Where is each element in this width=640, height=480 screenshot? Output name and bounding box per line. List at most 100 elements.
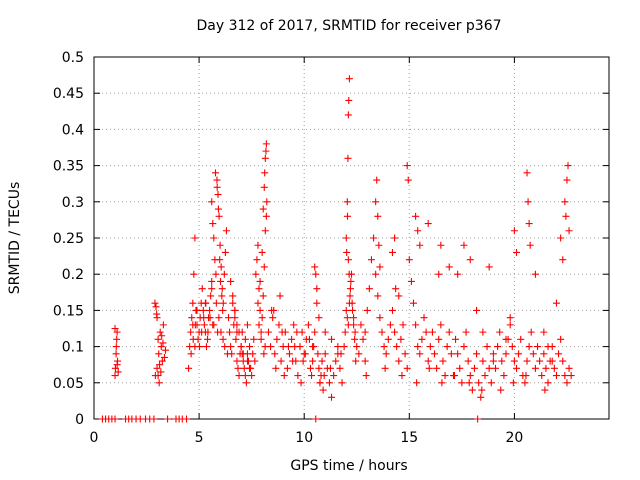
- data-point: [382, 350, 390, 358]
- data-point: [262, 212, 270, 220]
- data-point: [154, 335, 162, 343]
- data-point: [375, 241, 383, 249]
- data-point: [414, 227, 422, 235]
- data-point: [555, 350, 563, 358]
- data-point: [550, 364, 558, 372]
- data-point: [114, 368, 122, 376]
- data-point: [254, 299, 262, 307]
- data-point: [262, 147, 270, 155]
- data-point: [376, 314, 384, 322]
- data-point: [374, 292, 382, 300]
- y-tick-label: 0.45: [53, 86, 84, 102]
- data-point: [500, 372, 508, 380]
- data-point: [212, 270, 220, 278]
- data-point: [313, 299, 321, 307]
- data-point: [351, 335, 359, 343]
- data-point: [112, 343, 120, 351]
- data-point: [158, 357, 166, 365]
- data-point: [477, 393, 485, 401]
- data-point: [513, 364, 521, 372]
- data-point: [343, 314, 351, 322]
- data-point: [160, 353, 168, 361]
- data-point: [253, 256, 261, 264]
- data-point: [393, 343, 401, 351]
- data-point: [112, 350, 120, 358]
- data-point: [202, 343, 210, 351]
- data-point: [276, 292, 284, 300]
- data-point: [256, 306, 264, 314]
- data-point: [111, 325, 119, 332]
- data-point: [552, 372, 560, 380]
- data-point: [313, 285, 321, 293]
- data-point: [445, 263, 453, 271]
- y-tick-label: 0.15: [53, 303, 84, 319]
- data-point: [485, 364, 493, 372]
- data-point: [316, 379, 324, 387]
- data-point: [351, 328, 359, 336]
- data-point: [113, 361, 121, 369]
- data-point: [412, 321, 420, 329]
- data-point: [291, 343, 299, 351]
- data-point: [208, 277, 216, 285]
- data-point: [208, 198, 216, 206]
- data-point: [557, 335, 565, 343]
- data-point: [234, 364, 242, 372]
- data-point: [534, 343, 542, 351]
- data-point: [525, 220, 533, 228]
- data-point: [211, 169, 219, 177]
- data-point: [204, 328, 212, 336]
- data-point: [210, 234, 218, 242]
- data-point: [451, 372, 458, 380]
- data-point: [349, 306, 357, 314]
- data-point: [410, 299, 418, 307]
- data-point: [262, 140, 270, 148]
- y-tick-label: 0.3: [62, 195, 84, 211]
- data-point: [155, 350, 163, 358]
- data-point: [567, 372, 575, 380]
- data-point: [380, 343, 388, 351]
- data-point: [272, 364, 280, 372]
- data-point: [257, 328, 265, 336]
- data-point: [362, 372, 370, 380]
- data-point: [509, 379, 517, 387]
- y-tick-label: 0.2: [62, 267, 84, 283]
- data-point: [562, 212, 570, 220]
- data-point: [494, 343, 502, 351]
- data-point: [190, 270, 198, 278]
- data-point: [466, 256, 474, 264]
- data-point: [438, 379, 446, 387]
- data-point: [232, 335, 240, 343]
- data-point: [270, 306, 278, 314]
- data-point: [220, 270, 228, 278]
- data-point: [248, 372, 256, 380]
- data-point: [372, 270, 380, 278]
- data-point: [395, 357, 403, 365]
- data-point: [185, 364, 193, 372]
- data-point: [222, 227, 230, 235]
- data-point: [315, 364, 323, 372]
- data-point: [155, 379, 163, 387]
- data-point: [559, 357, 567, 365]
- data-point: [191, 234, 199, 242]
- data-point: [398, 372, 406, 380]
- data-point: [214, 205, 222, 213]
- data-point: [348, 299, 356, 307]
- data-point: [217, 328, 225, 336]
- data-point: [338, 379, 346, 387]
- data-point: [391, 328, 399, 336]
- data-point: [498, 357, 506, 365]
- data-point: [374, 212, 382, 220]
- data-point: [428, 328, 436, 336]
- data-point: [246, 364, 254, 372]
- y-tick-label: 0: [75, 412, 84, 428]
- data-point: [373, 176, 381, 184]
- data-point: [257, 335, 265, 343]
- data-point: [395, 292, 403, 300]
- data-point: [261, 169, 269, 177]
- data-point: [241, 372, 249, 380]
- data-point: [478, 386, 486, 394]
- data-point: [238, 350, 246, 358]
- data-point: [215, 314, 223, 322]
- data-point: [401, 350, 409, 358]
- data-point: [241, 335, 249, 343]
